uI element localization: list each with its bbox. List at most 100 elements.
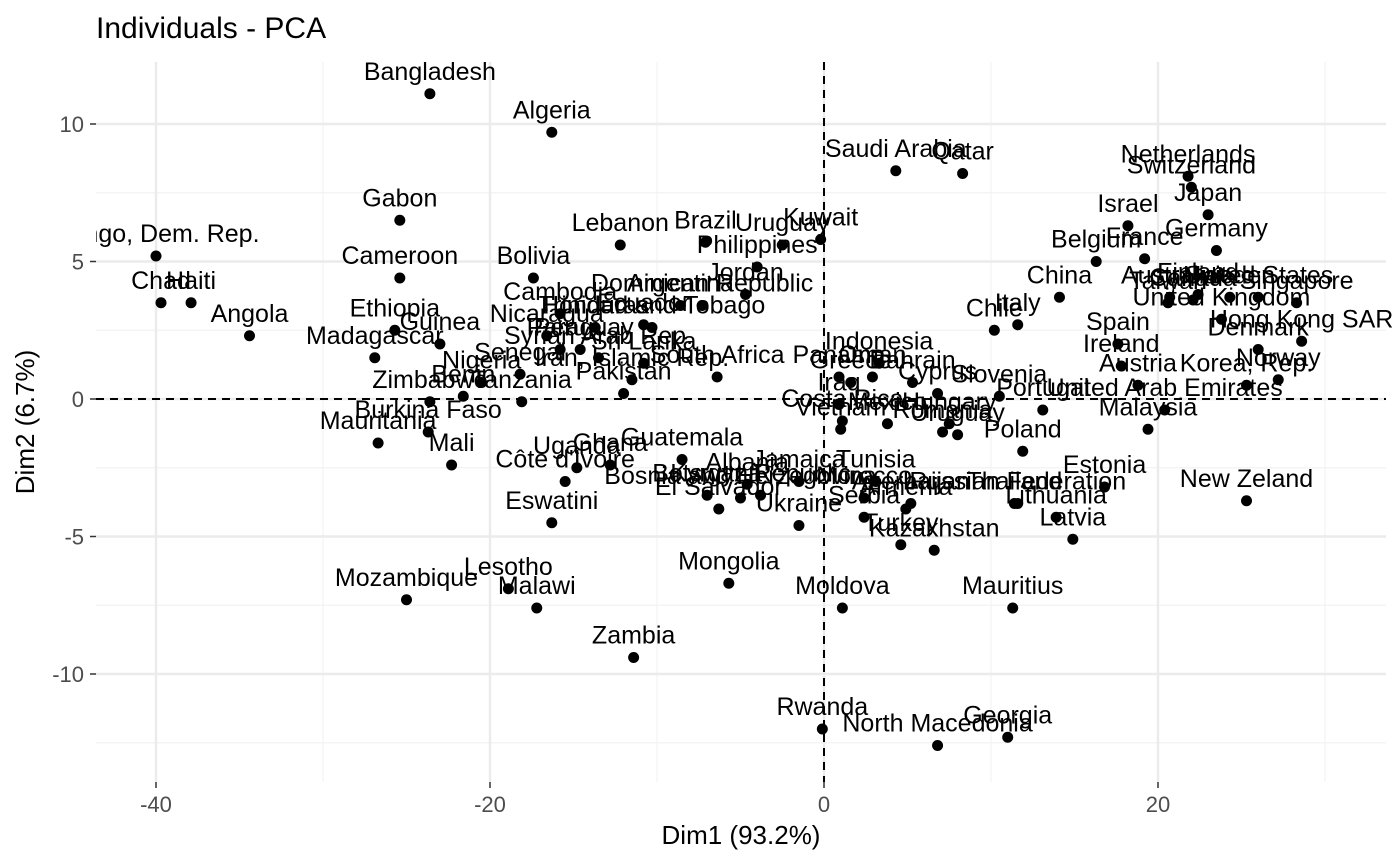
- point-label: Tunisia: [836, 446, 916, 474]
- point-label: South Africa: [650, 341, 785, 369]
- point-pakistan: [618, 388, 630, 399]
- x-tick-label: 0: [818, 792, 830, 817]
- point-label: Jamaica: [752, 446, 845, 474]
- point-indonesia: [873, 357, 885, 369]
- point-label: Congo, Dem. Rep.: [52, 220, 259, 248]
- point-label: Georgia: [963, 701, 1052, 729]
- point-label: Singapore: [1240, 267, 1354, 295]
- point-label: Costa Rica: [781, 385, 903, 413]
- point-label: Nigeria: [442, 347, 521, 375]
- point-botswana: [701, 489, 713, 501]
- point-portugal: [1037, 404, 1049, 416]
- point-el-salvador: [713, 503, 725, 515]
- point-label: Brazil: [674, 206, 737, 234]
- point-label: United Kingdom: [1133, 283, 1311, 311]
- point-label: Azerbaijan: [852, 468, 970, 496]
- point-moldova: [836, 602, 848, 614]
- reference-lines: [96, 62, 1386, 782]
- point-label: Bahrain: [869, 347, 955, 375]
- x-tick-label: 20: [1146, 792, 1170, 817]
- point-paraguay: [574, 344, 586, 355]
- point-vietnam: [835, 423, 847, 435]
- y-tick-label: -10: [52, 662, 84, 687]
- point-label: Chad: [131, 267, 191, 295]
- point-nigeria: [476, 377, 488, 388]
- point-label: Serbia: [828, 481, 900, 509]
- point-label: Norway: [1236, 344, 1321, 372]
- point-peru: [554, 344, 566, 355]
- point-jamaica: [793, 476, 805, 487]
- point-label: Italy: [995, 289, 1041, 317]
- point-label: Denmark: [1207, 314, 1309, 342]
- point-new-zeland: [1241, 495, 1253, 507]
- point-label: Panama: [792, 341, 885, 369]
- point-label: Malawi: [498, 572, 576, 600]
- point-malawi: [531, 602, 543, 614]
- y-tick-label: 5: [72, 250, 84, 275]
- point-benin: [457, 390, 469, 402]
- point-label: Canada: [1149, 264, 1237, 292]
- point-cameroon: [394, 272, 406, 284]
- point-label: Benin: [431, 360, 495, 388]
- point-label: France: [1106, 223, 1184, 251]
- point-label: Trinidad and Tobago: [539, 292, 766, 320]
- point-label: Vietnam: [795, 393, 886, 421]
- point-label: Bosnia and Herzegovina: [604, 462, 876, 490]
- point-ireland: [1115, 360, 1127, 372]
- point-label: Indonesia: [825, 327, 934, 355]
- point-label: Estonia: [1063, 451, 1146, 479]
- point-mauritania: [372, 437, 384, 449]
- point-slovenia: [993, 390, 1005, 402]
- point-south-africa: [711, 371, 723, 383]
- point-lesotho: [502, 583, 514, 595]
- point-ecuador: [638, 319, 650, 331]
- point-netherlands: [1182, 170, 1194, 182]
- point-ghana: [604, 459, 616, 471]
- point-label: Korea, Rep.: [1180, 349, 1313, 377]
- point-bosnia-and-herzegovina: [735, 492, 746, 504]
- point-ethiopia: [389, 324, 401, 336]
- point-label: Greece: [810, 347, 892, 375]
- point-switzerland: [1185, 181, 1197, 193]
- point-label: Uruguay: [735, 209, 830, 237]
- point-nicaragua: [541, 330, 553, 342]
- point-label: Mauritania: [320, 407, 437, 435]
- point-latvia: [1067, 533, 1079, 545]
- point-label: Sri Lanka: [591, 327, 697, 355]
- point-label: Zimbabwe: [372, 366, 487, 394]
- point-trinidad-and-tobago: [646, 322, 658, 333]
- point-label: Dominican Republic: [591, 270, 813, 298]
- point-dominican-republic: [696, 300, 708, 311]
- point-turkey: [895, 539, 907, 551]
- point-north-macedonia: [932, 740, 944, 751]
- point-tanzania: [516, 396, 528, 408]
- point-uganda: [571, 462, 583, 474]
- point-sri-lanka: [638, 357, 650, 369]
- point-label: Israel: [1097, 190, 1158, 218]
- point-kyrgyz-republic: [755, 489, 767, 501]
- point-label: Turkey: [863, 509, 939, 537]
- point-label: Pakistan: [576, 358, 672, 386]
- point-korea-rep-: [1241, 379, 1253, 391]
- point-label: Morocco: [816, 462, 912, 490]
- point-label: Zambia: [592, 622, 675, 650]
- y-tick-label: 10: [60, 112, 84, 137]
- point-denmark: [1252, 344, 1264, 355]
- point-austria: [1132, 379, 1144, 391]
- point-label: Hungary: [902, 388, 997, 416]
- point-armenia: [900, 503, 912, 515]
- plot-panel: [96, 62, 1386, 782]
- point-iran-islamic-rep-: [626, 374, 638, 386]
- axis-ticks: -40 -20 0 20 -10 -5 0 5 10: [52, 112, 1170, 817]
- point-label: Uruguay: [910, 399, 1005, 427]
- point-romania: [937, 426, 949, 438]
- y-tick-label: -5: [64, 525, 84, 550]
- point-greece: [845, 377, 857, 388]
- point-label: Switzerland: [1127, 151, 1256, 179]
- point-burkina-faso: [422, 426, 434, 438]
- point-label: Finland: [1157, 259, 1239, 287]
- point-canada: [1187, 294, 1199, 306]
- point-eswatini: [546, 517, 558, 529]
